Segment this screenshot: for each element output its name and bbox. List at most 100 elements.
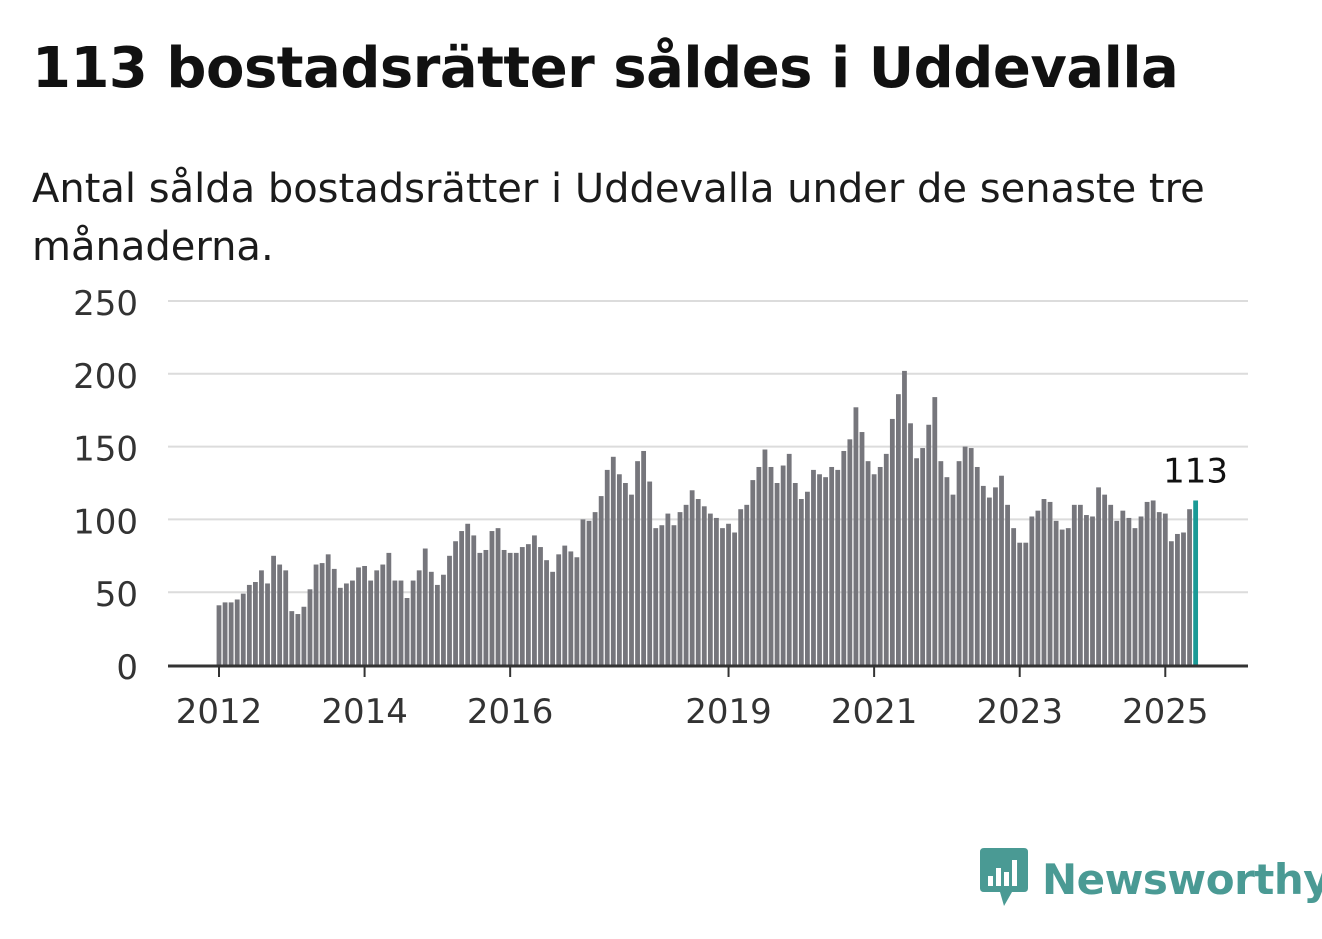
newsworthy-logo: Newsworthy	[980, 848, 1322, 910]
bar	[422, 548, 428, 665]
bar	[689, 490, 695, 665]
bar	[914, 458, 919, 665]
bar	[434, 584, 440, 665]
bar	[489, 531, 495, 665]
bar	[756, 466, 762, 665]
y-axis-labels: 0 50 100 150 200 250	[73, 284, 138, 688]
bar	[853, 407, 859, 665]
bar	[968, 448, 974, 665]
bar	[1059, 529, 1065, 665]
bar	[343, 583, 349, 665]
bar	[1096, 487, 1101, 665]
chart-subtitle: Antal sålda bostadsrätter i Uddevalla un…	[32, 166, 1205, 270]
bar	[1132, 528, 1138, 665]
bar	[325, 554, 331, 665]
bar	[695, 499, 701, 665]
bar	[926, 424, 932, 665]
bar	[847, 439, 853, 665]
bar	[823, 477, 828, 665]
bar	[1181, 532, 1186, 665]
y-tick-label: 250	[73, 284, 138, 324]
bar	[1175, 533, 1180, 665]
bar	[841, 450, 847, 665]
bar	[1011, 528, 1017, 665]
bar	[1150, 500, 1156, 665]
bar	[1029, 516, 1035, 665]
bar	[1065, 528, 1071, 665]
bar	[513, 552, 519, 665]
bar	[1114, 520, 1120, 665]
bar	[228, 602, 234, 665]
bar	[865, 461, 871, 665]
y-tick-label: 50	[95, 575, 138, 615]
bar	[920, 448, 926, 665]
bar	[441, 574, 446, 665]
bar	[1071, 504, 1077, 665]
bar	[471, 535, 477, 665]
bar	[623, 483, 628, 665]
x-tick-label: 2023	[976, 692, 1063, 732]
bar	[653, 528, 659, 665]
bar	[222, 602, 228, 665]
bar	[265, 583, 270, 665]
bar	[410, 580, 416, 665]
bar	[938, 461, 944, 665]
annotation: 113	[1163, 451, 1228, 491]
bar	[908, 423, 913, 665]
bar	[580, 519, 586, 665]
bar	[1017, 542, 1023, 665]
bar	[1168, 541, 1174, 665]
bar	[1023, 542, 1029, 665]
bar	[647, 481, 653, 665]
bar	[544, 560, 549, 665]
bar	[295, 614, 301, 665]
bar	[586, 520, 592, 665]
bar	[392, 580, 398, 665]
bar	[944, 477, 950, 665]
bar	[792, 483, 798, 665]
bar	[714, 517, 719, 665]
bar	[398, 580, 404, 665]
bar	[453, 541, 458, 665]
bar	[592, 512, 598, 665]
bar	[738, 509, 744, 665]
bar	[677, 512, 683, 665]
bar	[1041, 499, 1047, 665]
bar	[1108, 504, 1114, 665]
bar	[665, 513, 671, 665]
bar	[259, 570, 264, 665]
last-value-label: 113	[1163, 451, 1228, 491]
bar	[1035, 510, 1041, 665]
bar	[732, 532, 738, 665]
bar	[883, 453, 889, 665]
bar	[895, 394, 901, 665]
bar	[562, 545, 568, 665]
bar	[1187, 509, 1192, 665]
bar	[495, 528, 501, 665]
bar	[1156, 512, 1162, 665]
bar	[477, 552, 483, 665]
bar	[1102, 494, 1108, 665]
bar	[1077, 504, 1083, 665]
bar	[956, 461, 962, 665]
bar	[289, 611, 295, 665]
bar	[932, 397, 938, 665]
bar	[550, 571, 556, 665]
bar	[319, 563, 325, 665]
bar	[829, 466, 835, 665]
bar	[962, 446, 968, 665]
bar	[246, 584, 252, 665]
bar	[786, 453, 792, 665]
bar	[532, 535, 537, 665]
bar	[1162, 513, 1168, 665]
bar	[980, 485, 986, 665]
bar	[811, 469, 816, 665]
bar	[1144, 501, 1150, 665]
bar	[380, 564, 386, 665]
bar	[307, 589, 313, 665]
bar	[374, 570, 380, 665]
bar	[416, 570, 422, 665]
bar	[271, 555, 276, 665]
chart-title: 113 bostadsrätter såldes i Uddevalla	[32, 36, 1179, 101]
bar	[1047, 501, 1053, 665]
